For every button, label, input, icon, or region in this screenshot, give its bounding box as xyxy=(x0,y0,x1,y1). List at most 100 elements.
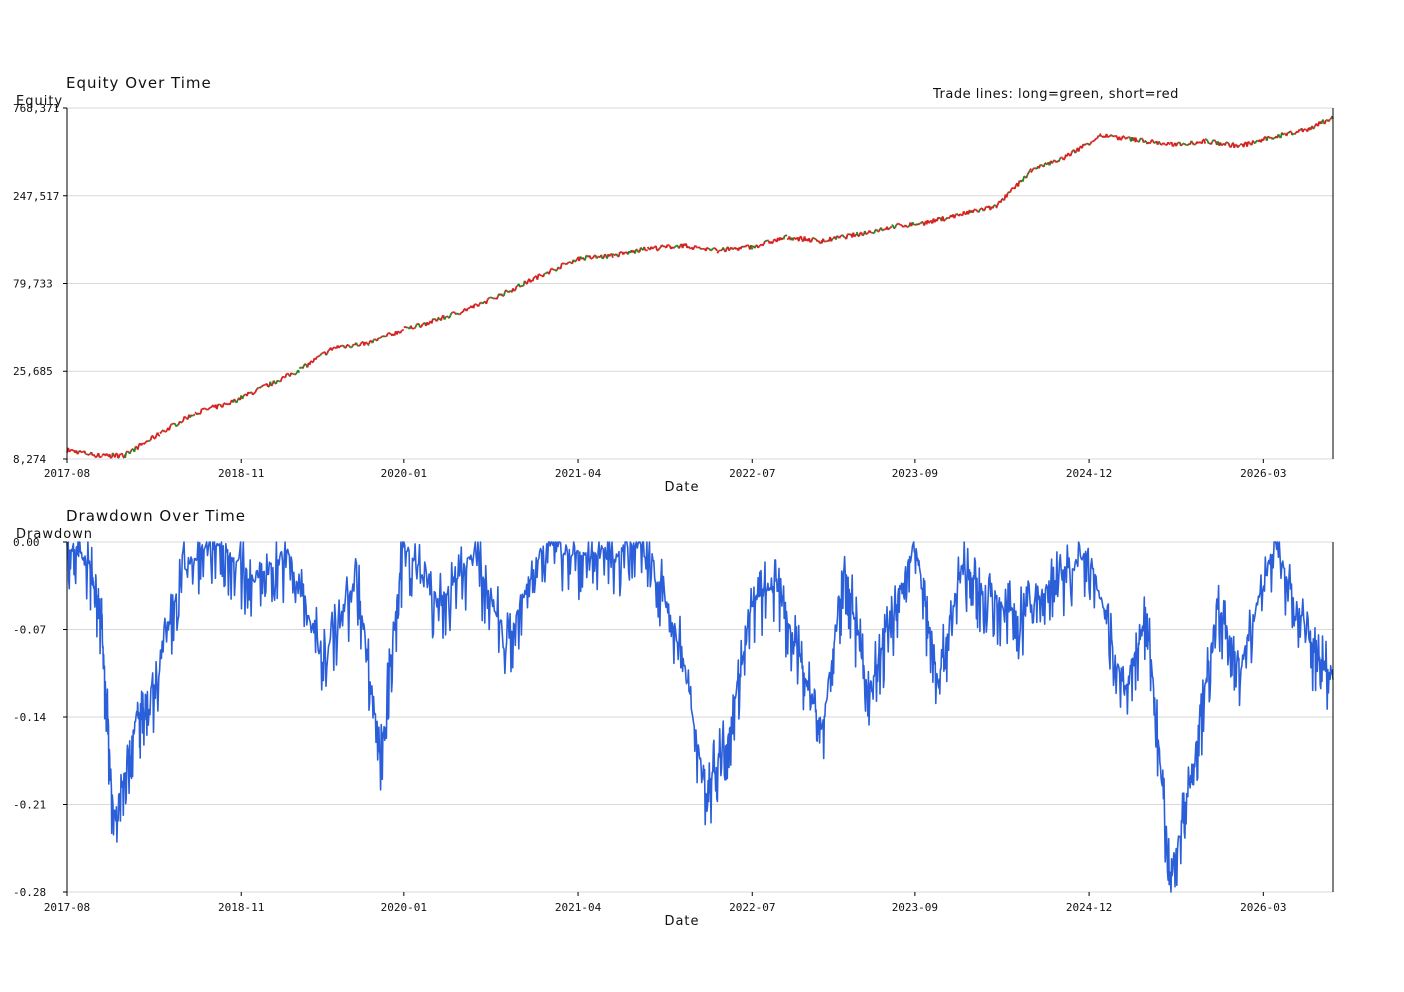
trade-line xyxy=(979,207,982,211)
trade-line xyxy=(1094,137,1097,141)
trade-line xyxy=(190,414,194,417)
trade-line xyxy=(539,273,542,277)
trade-line xyxy=(1194,143,1197,146)
trade-line xyxy=(1182,142,1185,145)
drawdown-panel: Drawdown Over Time Drawdown 0.00 -0.07 -0.… xyxy=(13,507,1334,929)
trade-line xyxy=(732,247,735,251)
trade-line xyxy=(993,204,996,207)
trade-line xyxy=(154,434,158,439)
trade-line xyxy=(241,395,245,400)
trade-line xyxy=(697,246,700,249)
trade-line xyxy=(81,450,84,454)
trade-line xyxy=(147,439,151,443)
drawdown-xlabel: Date xyxy=(664,914,699,929)
trade-line xyxy=(320,352,323,355)
trade-line xyxy=(567,261,570,264)
trade-line xyxy=(304,363,307,366)
trade-line xyxy=(692,246,696,251)
trade-line xyxy=(124,452,128,458)
trade-line xyxy=(604,253,607,257)
x-tick-label: 2020-01 xyxy=(381,467,427,480)
trade-line xyxy=(1086,142,1089,145)
trade-line xyxy=(435,319,438,322)
trade-line xyxy=(160,430,163,433)
trade-line xyxy=(1031,168,1035,171)
trade-line xyxy=(495,296,499,300)
trade-line xyxy=(608,254,612,257)
trade-line xyxy=(149,435,153,441)
y-tick-label: 79,733 xyxy=(13,278,53,291)
trade-line xyxy=(198,412,202,416)
trade-line xyxy=(276,379,279,382)
trade-line xyxy=(488,296,491,299)
trade-line xyxy=(367,343,370,347)
trade-line xyxy=(204,407,207,411)
trade-line xyxy=(1313,125,1317,128)
trade-line xyxy=(1029,168,1032,171)
trade-line xyxy=(800,236,804,241)
trade-line xyxy=(544,271,548,275)
trade-line xyxy=(409,325,413,330)
y-tick-label: -0.28 xyxy=(13,886,46,899)
trade-line xyxy=(1032,167,1036,170)
trade-line xyxy=(526,280,529,285)
trade-line xyxy=(144,441,147,444)
trade-line xyxy=(853,234,857,238)
x-tick-label: 2024-12 xyxy=(1066,901,1112,914)
trade-line xyxy=(1026,172,1030,176)
trade-line xyxy=(1255,139,1258,142)
trade-line xyxy=(152,435,155,440)
trade-line xyxy=(906,225,909,228)
trade-line xyxy=(1309,127,1313,131)
trade-line xyxy=(1162,142,1166,145)
trade-line xyxy=(418,323,421,328)
trade-line xyxy=(295,371,298,375)
trade-line xyxy=(767,239,769,242)
x-tick-label: 2022-07 xyxy=(729,901,775,914)
trade-line xyxy=(365,342,369,345)
trade-line xyxy=(896,222,900,225)
trade-line xyxy=(716,250,720,254)
trade-line xyxy=(1039,163,1042,167)
trade-line xyxy=(389,332,392,335)
trade-line xyxy=(591,256,594,260)
equity-ylabel: Equity xyxy=(16,94,63,109)
trade-line xyxy=(959,213,962,216)
trade-line xyxy=(866,231,870,235)
trade-line xyxy=(116,452,118,455)
trade-line xyxy=(168,425,172,431)
trade-line xyxy=(1138,138,1142,143)
trade-line xyxy=(572,259,576,263)
trade-line xyxy=(1147,141,1151,145)
trade-line xyxy=(523,280,527,284)
trade-line xyxy=(1063,154,1067,160)
trade-line xyxy=(121,452,124,457)
trade-line xyxy=(192,413,196,417)
trade-line xyxy=(145,440,148,443)
trade-line xyxy=(751,245,754,248)
trade-line xyxy=(1172,144,1175,148)
trade-line xyxy=(386,332,390,335)
trade-line xyxy=(478,301,482,306)
trade-line xyxy=(826,239,829,243)
trade-line xyxy=(181,420,184,423)
trade-line xyxy=(365,341,368,344)
trade-line xyxy=(954,213,958,216)
trade-line xyxy=(855,231,859,237)
trade-line xyxy=(333,346,336,349)
trade-line xyxy=(1025,174,1029,179)
trade-line xyxy=(445,315,448,318)
trade-line xyxy=(491,296,494,300)
trade-line xyxy=(258,386,261,389)
trade-line xyxy=(943,218,946,222)
trade-line xyxy=(592,255,596,259)
trade-line xyxy=(440,316,444,321)
trade-line xyxy=(830,238,834,242)
x-tick-label: 2018-11 xyxy=(218,467,264,480)
trade-line xyxy=(1053,159,1057,162)
drawdown-y-ticks: 0.00 -0.07 -0.14 -0.21 -0.28 xyxy=(13,536,67,899)
trade-line xyxy=(385,333,389,337)
trade-line xyxy=(845,234,849,240)
trade-line xyxy=(284,373,288,378)
trade-line xyxy=(1211,139,1215,143)
